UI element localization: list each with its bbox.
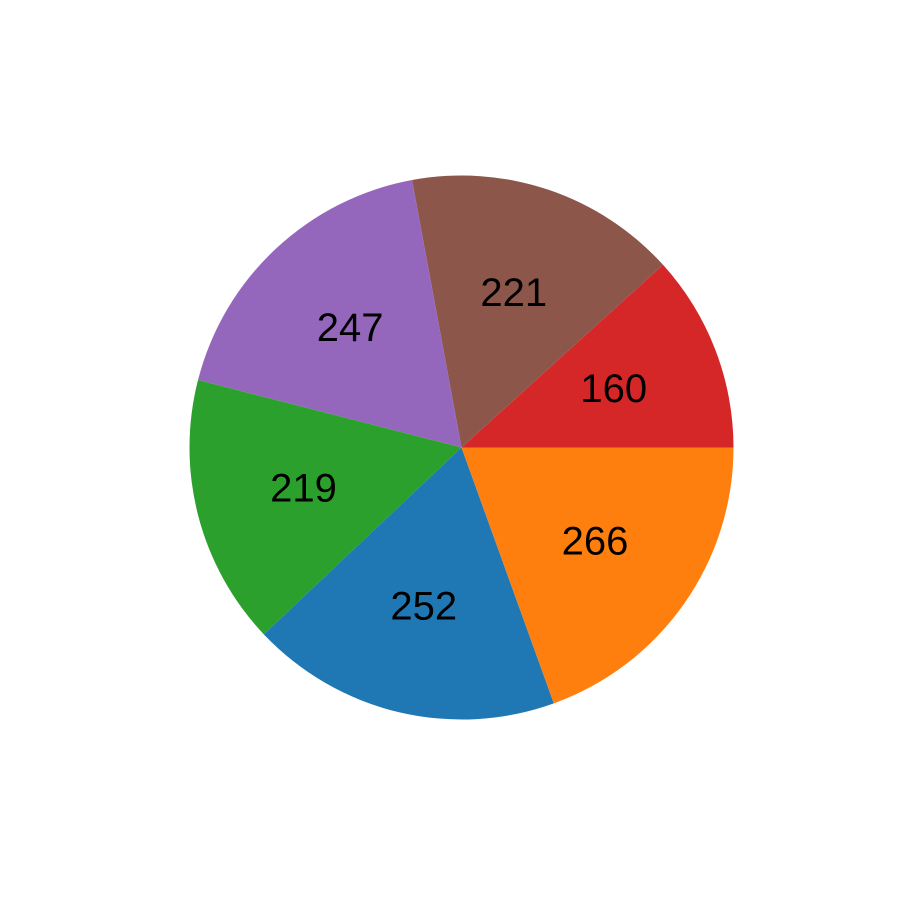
slice-label-252: 252: [390, 584, 457, 628]
pie-slice-252: [263, 447, 554, 720]
pie-slice-266: [461, 447, 734, 704]
slice-labels: 160 221 247 219 252 266: [270, 271, 647, 628]
pie-slice-219: [189, 379, 462, 635]
slice-label-247: 247: [317, 306, 384, 350]
slice-label-160: 160: [580, 367, 647, 411]
slice-label-266: 266: [562, 519, 629, 563]
pie-slice-221: [412, 175, 664, 448]
pie-slice-247: [198, 180, 462, 448]
slice-label-219: 219: [270, 466, 337, 510]
pie-slice-160: [461, 264, 734, 448]
slice-label-221: 221: [480, 271, 547, 315]
